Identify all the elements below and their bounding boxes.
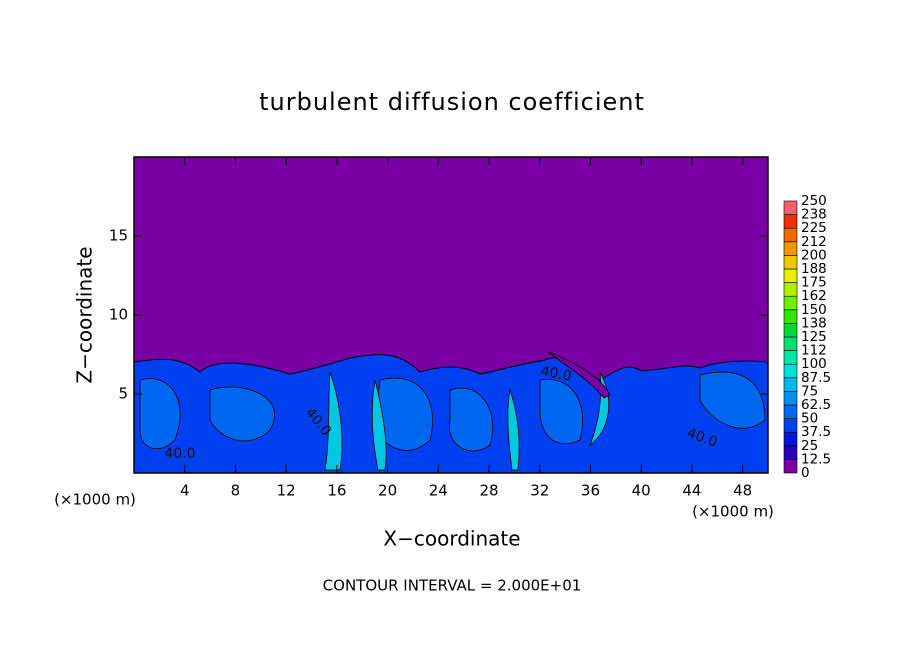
colorbar-swatch [783, 323, 798, 338]
colorbar-swatch [783, 214, 798, 229]
footer: CONTOUR INTERVAL = 2.000E+01 [323, 577, 582, 595]
x-tick-label: 44 [682, 482, 701, 500]
colorbar-label: 125 [801, 329, 827, 345]
colorbar-label: 25 [801, 438, 818, 454]
colorbar-swatch [783, 282, 798, 297]
colorbar-swatch [783, 445, 798, 460]
colorbar-label: 100 [801, 356, 827, 372]
colorbar-label: 150 [801, 302, 827, 318]
contour-label: 40.0 [539, 363, 572, 384]
x-tick-label: 4 [180, 482, 190, 500]
colorbar-swatch [783, 295, 798, 311]
colorbar-swatch [783, 336, 798, 351]
colorbar-label: 162 [801, 288, 827, 304]
colorbar-label: 188 [801, 261, 827, 277]
x-tick-label: 8 [231, 482, 241, 500]
x-tick-label: 24 [429, 482, 448, 500]
colorbar-label: 62.5 [801, 397, 831, 413]
colorbar-swatch [783, 391, 798, 406]
colorbar-swatch [783, 241, 798, 256]
colorbar-label: 112 [801, 343, 827, 359]
field-region [547, 351, 611, 399]
colorbar-swatch [783, 459, 798, 474]
colorbar-label: 250 [801, 193, 827, 209]
x-tick-label: 28 [479, 482, 498, 500]
x-tick-label: 40 [632, 482, 651, 500]
x-tick-label: 32 [530, 482, 549, 500]
colorbar-label: 212 [801, 234, 827, 250]
x-tick-label: 48 [733, 482, 752, 500]
field-region [324, 371, 610, 471]
x-axis-label: X−coordinate [383, 527, 520, 551]
colorbar-label: 200 [801, 247, 827, 263]
colorbar-swatch [783, 268, 798, 283]
x-tick-label: 12 [277, 482, 296, 500]
colorbar-swatch [783, 404, 798, 419]
y-axis-label: Z−coordinate [73, 246, 97, 383]
colorbar-swatch [783, 363, 798, 379]
x-tick-label: 20 [378, 482, 397, 500]
field-region [139, 371, 766, 452]
y-tick-label: 5 [118, 385, 128, 403]
colorbar-label: 87.5 [801, 370, 831, 386]
colorbar-swatch [783, 200, 798, 215]
contour-label: 40.0 [164, 446, 195, 462]
colorbar-swatch [783, 350, 798, 365]
chart-title: turbulent diffusion coefficient [259, 88, 645, 116]
x-tick-label: 36 [581, 482, 600, 500]
colorbar-swatch [783, 418, 798, 433]
colorbar-label: 12.5 [801, 451, 831, 467]
x-unit-label: (×1000 m) [692, 503, 774, 521]
y-tick-label: 15 [109, 227, 128, 245]
y-tick-label: 10 [109, 306, 128, 324]
colorbar-swatch [783, 227, 798, 243]
colorbar-label: 50 [801, 411, 818, 427]
colorbar-swatch [783, 255, 798, 270]
colorbar-label: 225 [801, 220, 827, 236]
colorbar-swatch [783, 431, 798, 447]
field [133, 157, 769, 474]
x-tick-label: 16 [327, 482, 346, 500]
colorbar-label: 75 [801, 383, 818, 399]
colorbar-swatch [783, 309, 798, 324]
colorbar-swatch [783, 377, 798, 392]
colorbar-label: 0 [801, 465, 810, 481]
colorbar-label: 175 [801, 275, 827, 291]
x-unit-label: (×1000 m) [54, 491, 136, 509]
colorbar-label: 238 [801, 207, 827, 223]
colorbar-label: 138 [801, 315, 827, 331]
colorbar-label: 37.5 [801, 424, 831, 440]
